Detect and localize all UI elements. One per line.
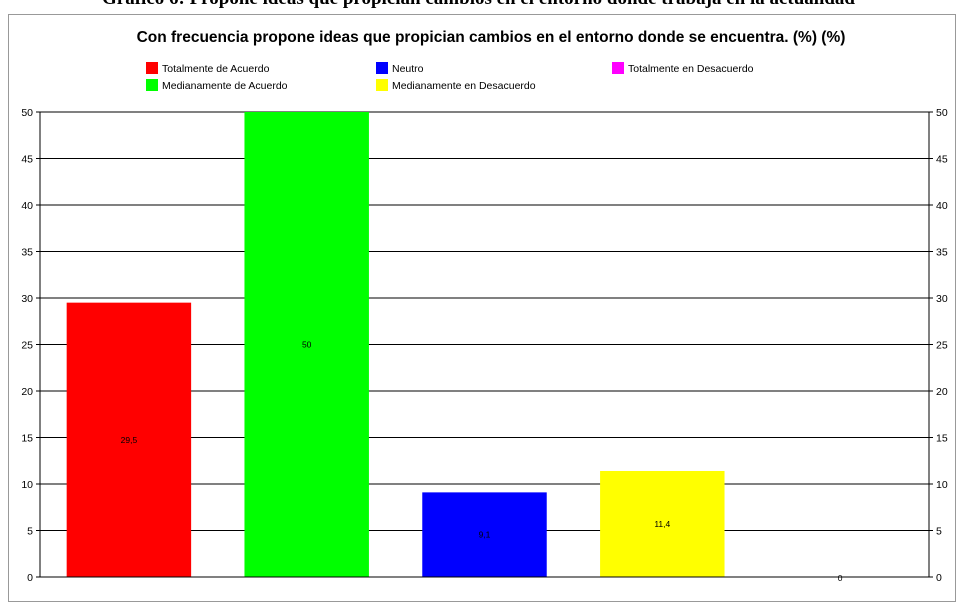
ytick-label-right-15: 15	[936, 433, 948, 445]
legend-swatch-0	[146, 62, 158, 74]
data-label-1: 50	[302, 340, 312, 350]
data-labels: 29,5 50 9,1 11,4 0	[121, 340, 843, 584]
data-label-4: 0	[838, 573, 843, 583]
ytick-label-right-20: 20	[936, 386, 948, 398]
data-label-0: 29,5	[121, 435, 138, 445]
legend: Totalmente de Acuerdo Medianamente de Acu…	[146, 62, 754, 92]
bar-1	[244, 112, 369, 577]
legend-label-1: Medianamente de Acuerdo	[162, 80, 288, 92]
ytick-label-left-15: 15	[21, 433, 33, 445]
ytick-label-left-5: 5	[27, 526, 33, 538]
ytick-label-left-50: 50	[21, 107, 33, 119]
ytick-label-left-25: 25	[21, 340, 33, 352]
axes: 0 0 5 5 10 10 15 15 20 20 25 25 30 30 35 35 40 40 45 45 50 50	[21, 107, 948, 584]
legend-label-0: Totalmente de Acuerdo	[162, 63, 270, 75]
ytick-label-left-40: 40	[21, 200, 33, 212]
ytick-label-left-10: 10	[21, 479, 33, 491]
legend-swatch-4	[612, 62, 624, 74]
ytick-label-left-45: 45	[21, 154, 33, 166]
legend-label-3: Medianamente en Desacuerdo	[392, 80, 536, 92]
data-label-2: 9,1	[479, 530, 491, 540]
ytick-label-left-20: 20	[21, 386, 33, 398]
bars	[66, 112, 725, 577]
ytick-label-right-10: 10	[936, 479, 948, 491]
ytick-label-right-50: 50	[936, 107, 948, 119]
legend-label-4: Totalmente en Desacuerdo	[628, 63, 754, 75]
legend-swatch-1	[146, 79, 158, 91]
data-label-3: 11,4	[654, 519, 670, 529]
bar-3	[600, 470, 725, 577]
ytick-label-left-35: 35	[21, 247, 33, 259]
ytick-label-right-40: 40	[936, 200, 948, 212]
ytick-label-right-45: 45	[936, 154, 948, 166]
legend-label-2: Neutro	[392, 63, 424, 75]
bar-2	[422, 492, 547, 577]
ytick-label-right-25: 25	[936, 340, 948, 352]
ytick-label-left-30: 30	[21, 293, 33, 305]
ytick-label-right-0: 0	[936, 572, 942, 584]
chart-title: Con frecuencia propone ideas que propici…	[137, 29, 846, 46]
bar-0	[66, 302, 192, 577]
ytick-label-right-30: 30	[936, 293, 948, 305]
ytick-label-right-5: 5	[936, 526, 942, 538]
page-heading: Gráfico 6: Propone ideas que propician c…	[0, 0, 957, 10]
ytick-label-right-35: 35	[936, 247, 948, 259]
legend-swatch-3	[376, 79, 388, 91]
legend-swatch-2	[376, 62, 388, 74]
ytick-label-left-0: 0	[27, 572, 33, 584]
